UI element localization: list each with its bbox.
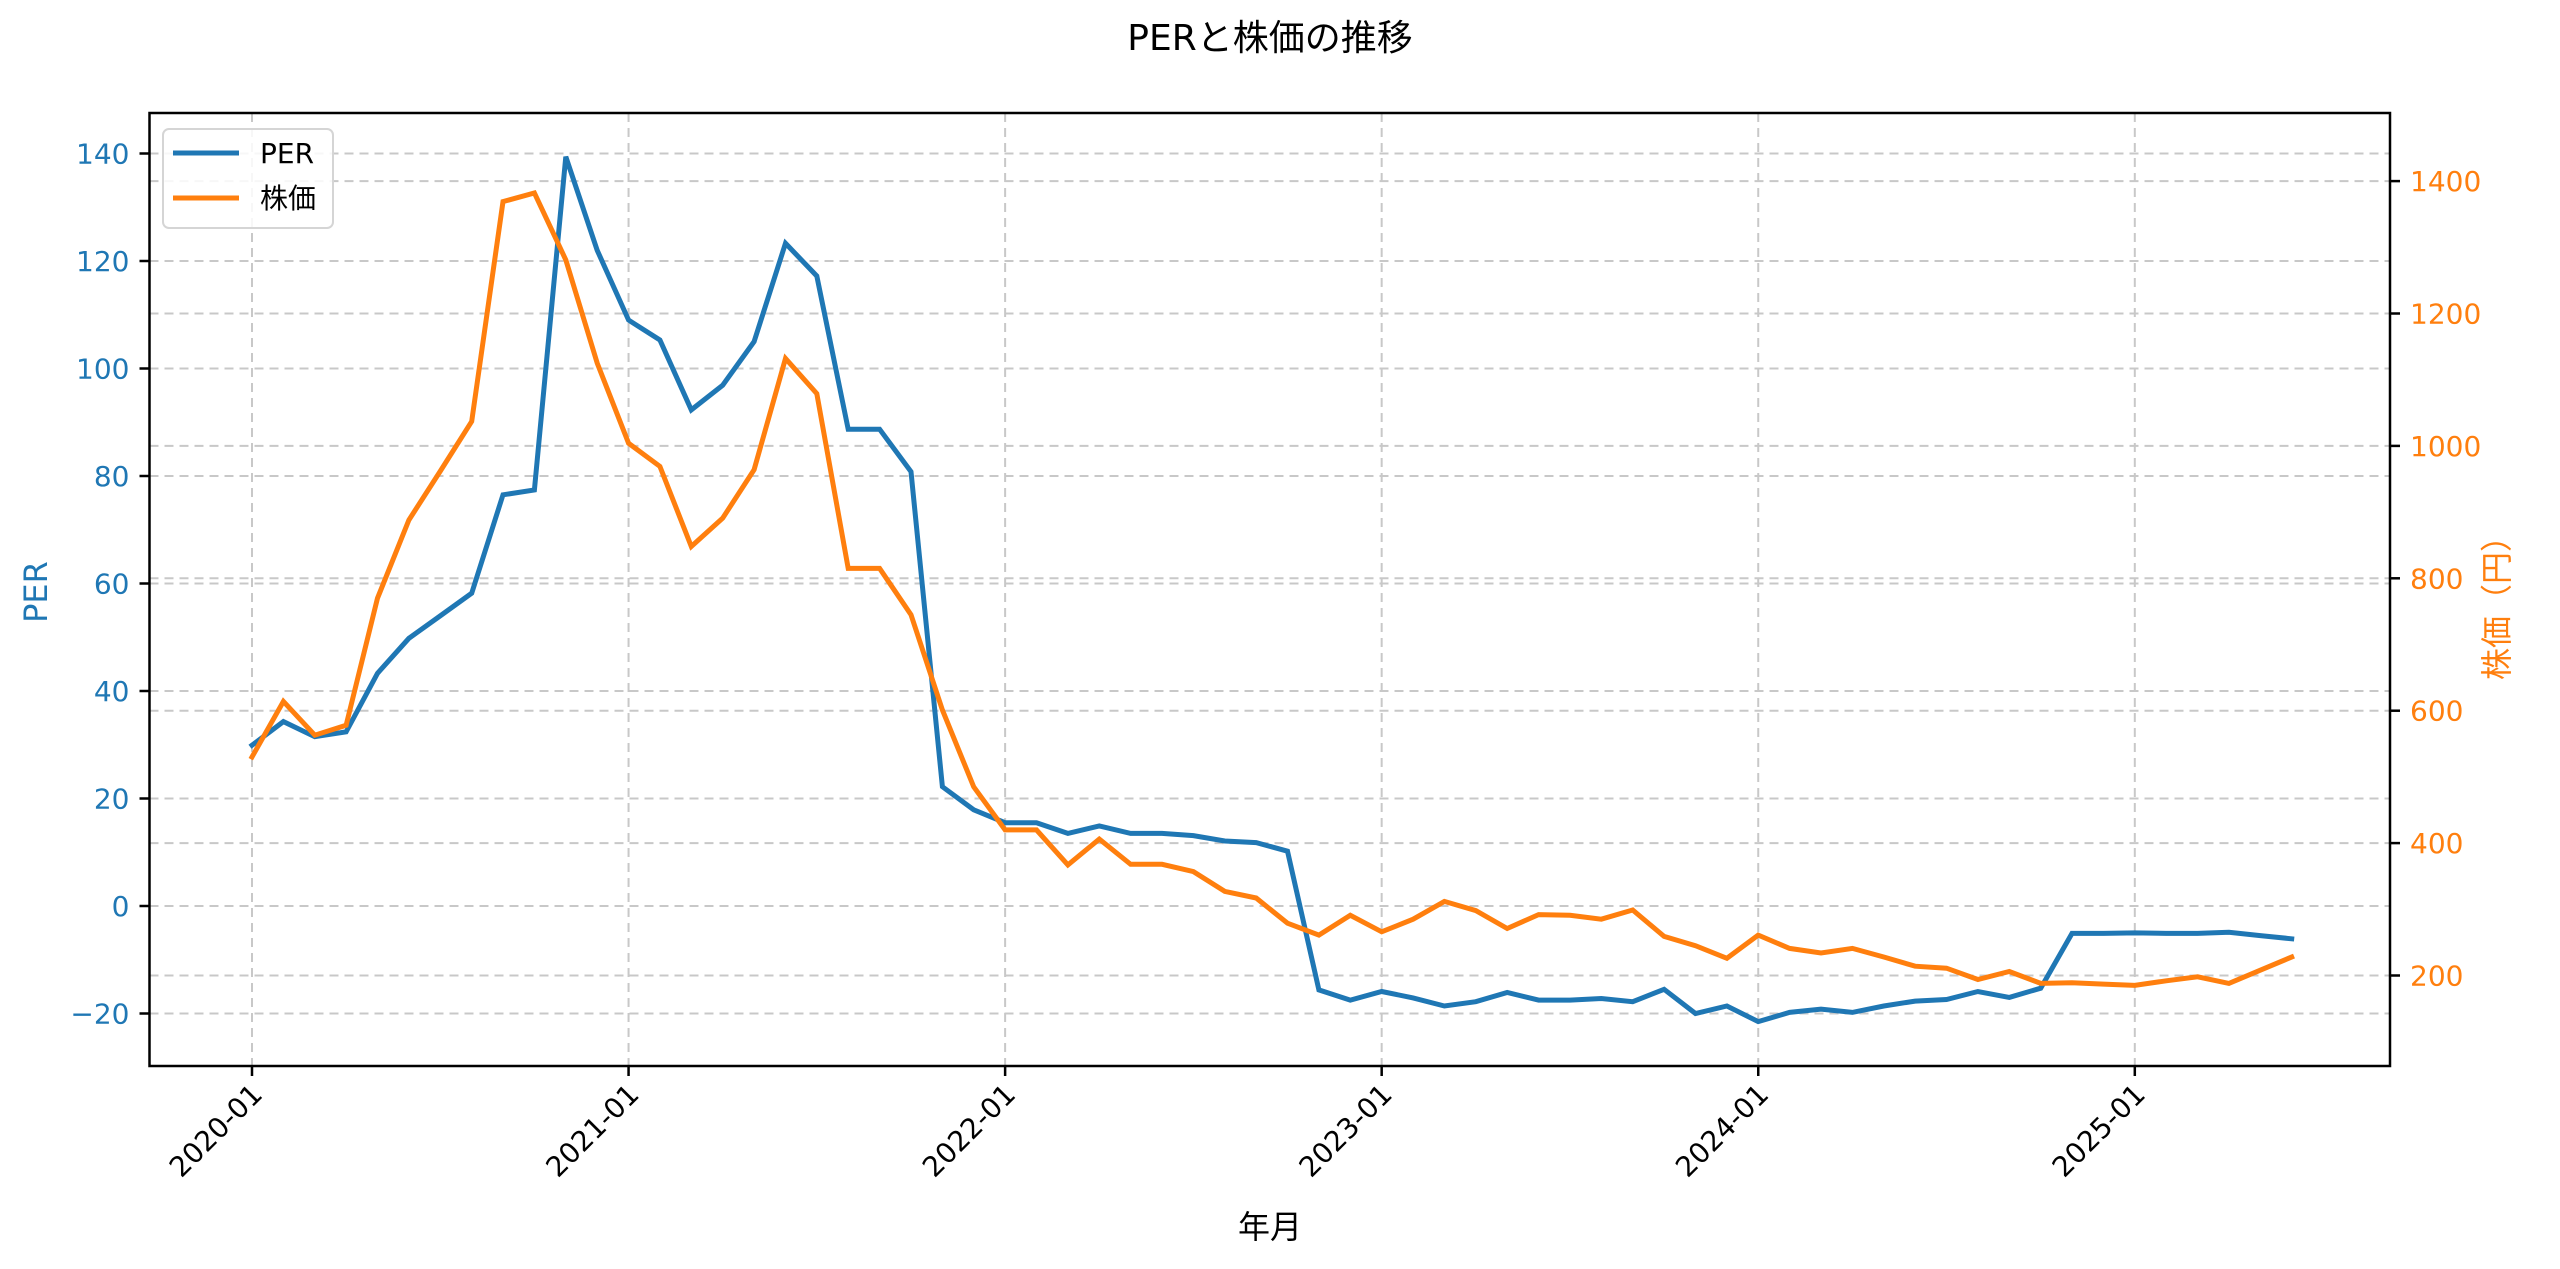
right-tick-label: 200 xyxy=(2410,960,2463,993)
left-y-axis-ticks: −20 0 20 40 60 80 100 120 140 xyxy=(70,138,150,1031)
legend-per-label: PER xyxy=(260,137,314,170)
left-tick-label: 100 xyxy=(76,353,129,386)
right-tick-label: 1200 xyxy=(2410,298,2481,331)
left-tick-label: 140 xyxy=(76,138,129,171)
legend-price-label: 株価 xyxy=(260,182,316,215)
left-tick-label: 40 xyxy=(94,675,130,708)
left-tick-label: −20 xyxy=(70,998,129,1031)
right-tick-label: 600 xyxy=(2410,695,2463,728)
left-tick-label: 20 xyxy=(94,783,130,816)
plot-area-frame xyxy=(148,111,2392,1068)
left-tick-label: 120 xyxy=(76,245,129,278)
right-y-axis-ticks: 200 400 600 800 1000 1200 1400 xyxy=(2390,165,2481,993)
price-line xyxy=(248,190,2295,988)
right-tick-label: 800 xyxy=(2410,562,2463,595)
left-tick-label: 80 xyxy=(94,460,130,493)
chart-title: PERと株価の推移 xyxy=(1127,18,1412,59)
left-y-axis-label: PER xyxy=(17,561,55,623)
right-tick-label: 1400 xyxy=(2410,165,2481,198)
per-line xyxy=(248,155,2295,1025)
right-tick-label: 1000 xyxy=(2410,430,2481,463)
right-tick-label: 400 xyxy=(2410,827,2463,860)
right-y-axis-label: 株価（円） xyxy=(2478,520,2516,680)
left-tick-label: 60 xyxy=(94,568,130,601)
x-axis-label: 年月 xyxy=(1238,1208,1302,1246)
left-tick-label: 0 xyxy=(112,890,130,923)
legend: PER 株価 xyxy=(162,128,334,229)
data-series xyxy=(248,155,2295,1025)
